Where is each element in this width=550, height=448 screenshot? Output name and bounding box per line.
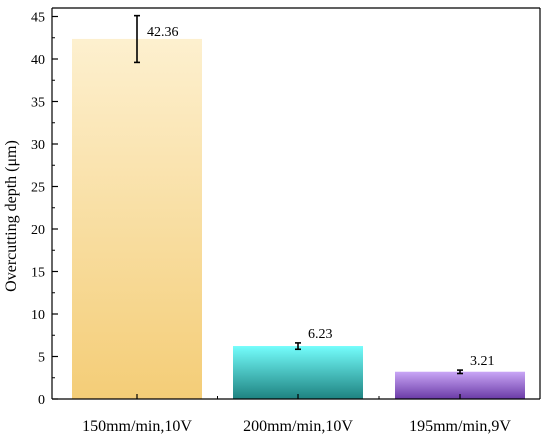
x-tick-label-2: 200mm/min,10V [243, 418, 353, 435]
y-tick-label-30: 30 [31, 138, 45, 153]
value-label-1: 42.36 [147, 25, 179, 40]
value-label-2: 6.23 [308, 327, 333, 342]
x-tick-label-3: 195mm/min,9V [409, 418, 511, 435]
value-label-3: 3.21 [470, 354, 495, 369]
value-labels-layer: 42.36 6.23 3.21 [147, 25, 495, 369]
y-tick-label-5: 5 [38, 351, 45, 366]
y-tick-label-0: 0 [38, 393, 45, 408]
y-tick-label-45: 45 [31, 11, 45, 26]
y-tick-label-10: 10 [31, 308, 45, 323]
y-tick-label-40: 40 [31, 53, 45, 68]
bar-1 [72, 38, 202, 399]
y-axis-label: Overcutting depth (μm) [3, 140, 20, 292]
y-tick-label-20: 20 [31, 223, 45, 238]
bar-2 [233, 346, 363, 399]
y-tick-label-25: 25 [31, 181, 45, 196]
bars-layer [72, 38, 525, 399]
y-tick-label-15: 15 [31, 266, 45, 281]
error-bars-layer [134, 14, 463, 375]
axes-layer: 0 5 10 15 20 25 30 35 40 45 150mm/min,10V 200mm/min… [31, 7, 541, 435]
y-tick-label-35: 35 [31, 96, 45, 111]
x-tick-label-1: 150mm/min,10V [82, 418, 192, 435]
